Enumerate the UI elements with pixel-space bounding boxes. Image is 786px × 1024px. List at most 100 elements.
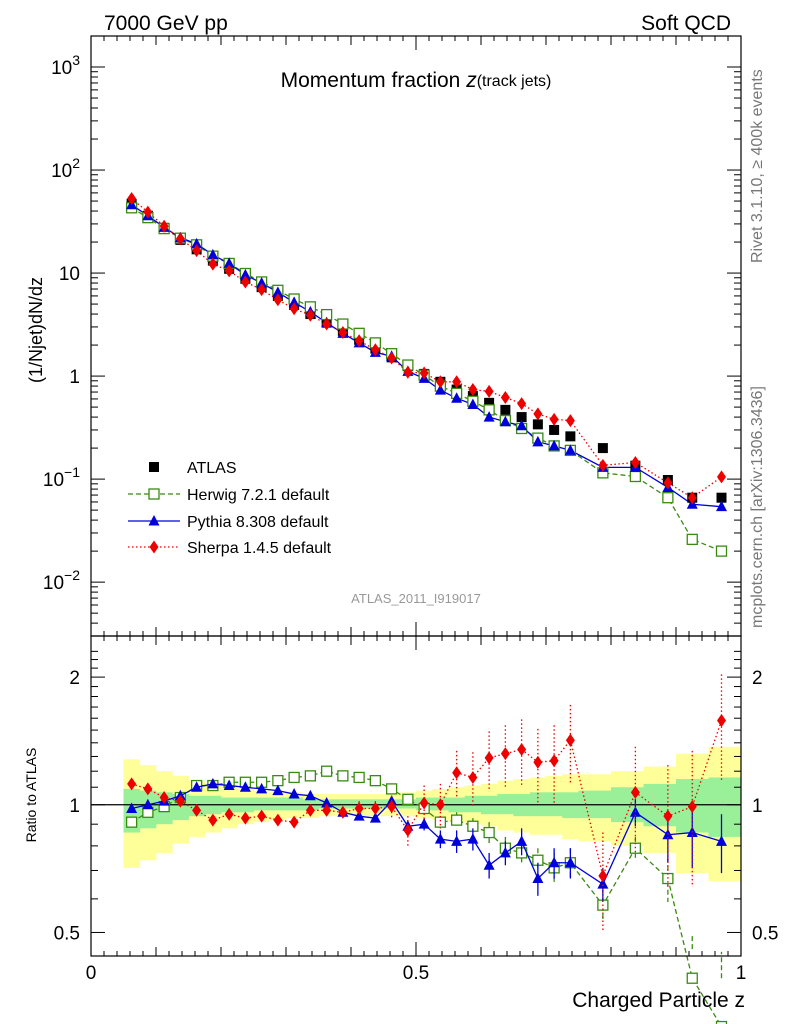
ratio-y-tick-label: 0.5 xyxy=(54,923,80,944)
main-point-sherpa xyxy=(598,458,608,472)
chart-title-symbol: z xyxy=(465,69,477,92)
ratio-point-sherpa xyxy=(687,800,697,814)
header-left-label: 7000 GeV pp xyxy=(104,12,228,35)
ratio-point-pythia xyxy=(716,835,727,846)
main-point-sherpa xyxy=(387,351,397,365)
ratio-point-pythia xyxy=(239,781,251,792)
x-tick-label: 0.5 xyxy=(403,963,429,984)
main-point-pythia xyxy=(239,268,251,280)
band-stat-bin xyxy=(286,797,303,811)
ratio-point-pythia xyxy=(304,789,316,801)
legend-label-pythia: Pythia 8.308 default xyxy=(187,514,329,531)
main-y-tick-label: 10−1 xyxy=(43,464,80,491)
ratio-point-pythia xyxy=(272,784,284,796)
main-point-sherpa xyxy=(517,397,527,411)
main-point-atlas xyxy=(549,424,560,435)
main-point-sherpa xyxy=(370,343,380,357)
main-point-pythia xyxy=(467,398,479,409)
main-point-pythia xyxy=(564,444,576,455)
main-point-sherpa xyxy=(500,390,510,404)
ratio-point-pythia xyxy=(597,878,609,889)
x-tick-label: 0 xyxy=(86,963,97,984)
main-point-pythia xyxy=(191,237,203,249)
ratio-point-sherpa xyxy=(305,803,315,817)
main-ylabel: (1/Njet)dN/dz xyxy=(26,277,46,383)
ratio-panel-marks xyxy=(91,674,742,1024)
band-stat-bin xyxy=(269,797,287,811)
main-point-sherpa xyxy=(273,293,283,307)
legend-marker-pythia xyxy=(148,515,160,526)
ratio-point-pythia xyxy=(288,788,300,799)
x-axis-label: Charged Particle z xyxy=(572,989,745,1012)
ratio-point-herwig xyxy=(272,774,284,787)
main-y-tick-label: 1 xyxy=(69,367,80,388)
main-point-sherpa xyxy=(175,232,185,246)
main-point-atlas xyxy=(597,443,608,454)
main-point-sherpa xyxy=(192,244,202,258)
legend-label-herwig: Herwig 7.2.1 default xyxy=(187,487,330,504)
main-point-sherpa xyxy=(208,257,218,271)
main-point-pythia xyxy=(483,411,495,422)
ratio-y-tick-label: 2 xyxy=(69,668,80,689)
band-stat-bin xyxy=(334,799,352,809)
ratio-point-sherpa xyxy=(403,823,413,837)
ratio-point-pythia xyxy=(483,859,495,870)
ratio-point-sherpa xyxy=(717,714,726,728)
main-point-pythia xyxy=(434,384,446,395)
main-point-sherpa xyxy=(687,491,697,505)
main-point-pythia xyxy=(272,286,284,297)
ratio-y-tick-label-right: 1 xyxy=(752,796,763,817)
ratio-point-sherpa xyxy=(322,803,332,817)
ratio-point-sherpa xyxy=(435,798,445,812)
ratio-point-sherpa xyxy=(257,809,267,823)
ratio-point-sherpa xyxy=(192,803,202,817)
header-right-label: Soft QCD xyxy=(641,12,731,35)
ratio-y-tick-label-right: 0.5 xyxy=(752,923,778,944)
ratio-point-herwig xyxy=(385,783,398,795)
main-point-atlas xyxy=(500,404,511,415)
main-point-pythia xyxy=(256,277,268,288)
ratio-point-sherpa xyxy=(419,796,429,810)
main-point-sherpa xyxy=(484,384,494,398)
ratio-point-pythia xyxy=(516,835,528,846)
ratio-point-herwig xyxy=(686,972,698,984)
ratio-point-sherpa xyxy=(240,811,250,825)
ratio-point-sherpa xyxy=(533,755,543,769)
mcplots-source-label: mcplots.cern.ch [arXiv:1306.3436] xyxy=(749,386,766,628)
band-stat-bin xyxy=(708,777,742,837)
main-point-sherpa xyxy=(224,264,234,278)
main-point-atlas xyxy=(516,412,527,423)
legend: ATLAS Herwig 7.2.1 default Pythia 8.308 de… xyxy=(128,460,332,557)
ratio-point-pythia xyxy=(564,856,576,868)
main-point-pythia xyxy=(532,435,544,447)
main-point-herwig xyxy=(629,470,642,483)
ratio-point-sherpa xyxy=(208,813,218,827)
main-point-pythia xyxy=(288,296,300,307)
ratio-point-herwig xyxy=(402,793,414,805)
ratio-point-sherpa xyxy=(500,747,510,761)
ratio-point-pythia xyxy=(451,835,463,846)
ratio-point-sherpa xyxy=(663,809,673,823)
ratio-point-sherpa xyxy=(159,791,169,805)
ratio-point-sherpa xyxy=(338,805,348,819)
main-point-sherpa xyxy=(663,476,673,490)
ratio-point-sherpa xyxy=(370,801,380,815)
main-point-sherpa xyxy=(257,283,267,297)
ratio-point-sherpa xyxy=(565,733,575,747)
main-point-atlas xyxy=(532,419,543,430)
chart-title-subscript: (track jets) xyxy=(477,73,552,90)
ratio-point-pythia xyxy=(126,802,138,813)
ratio-point-sherpa xyxy=(484,751,494,765)
ratio-point-sherpa xyxy=(289,815,299,829)
ratio-point-herwig xyxy=(715,1020,728,1024)
legend-marker-herwig xyxy=(148,488,160,500)
main-point-atlas xyxy=(716,492,727,503)
ratio-point-herwig xyxy=(483,826,495,839)
ratio-point-sherpa xyxy=(273,813,283,827)
main-point-pythia xyxy=(499,415,511,427)
main-point-pythia xyxy=(516,419,528,431)
main-point-sherpa xyxy=(354,334,364,348)
main-point-sherpa xyxy=(159,219,169,233)
